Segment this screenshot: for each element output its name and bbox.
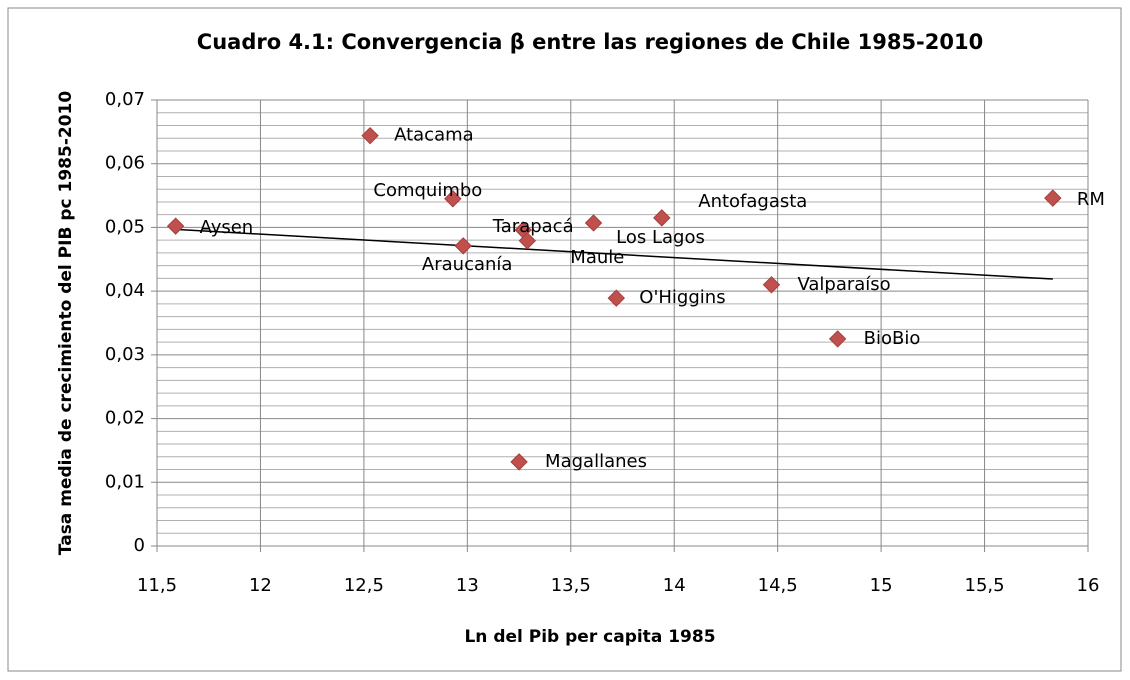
x-tick-label: 14,5 bbox=[758, 575, 798, 596]
point-label: Araucanía bbox=[422, 254, 513, 275]
chart-border bbox=[7, 7, 1122, 672]
point-label: Tarapacá bbox=[492, 216, 574, 237]
y-tick-label: 0 bbox=[134, 535, 145, 556]
y-tick-label: 0,04 bbox=[105, 280, 145, 301]
point bbox=[510, 453, 528, 471]
x-tick-label: 13 bbox=[456, 575, 479, 596]
y-tick-label: 0,07 bbox=[105, 89, 145, 110]
x-axis-label: Ln del Pib per capita 1985 bbox=[464, 627, 715, 647]
x-tick-label: 14 bbox=[663, 575, 686, 596]
point-label: BioBio bbox=[864, 328, 921, 349]
point bbox=[444, 190, 462, 208]
y-tick-label: 0,03 bbox=[105, 344, 145, 365]
point bbox=[166, 217, 185, 235]
chart-title: Cuadro 4.1: Convergencia β entre las reg… bbox=[197, 30, 983, 54]
y-tick-label: 0,06 bbox=[105, 153, 145, 174]
point-label: Comquimbo bbox=[373, 180, 482, 201]
point-label: RM bbox=[1077, 189, 1105, 210]
point-label: Magallanes bbox=[545, 451, 647, 472]
y-axis-label: Tasa media de crecimiento del PIB pc 198… bbox=[56, 91, 76, 556]
x-tick-label: 15 bbox=[870, 575, 893, 596]
x-tick-label: 15,5 bbox=[965, 575, 1005, 596]
x-tick-label: 13,5 bbox=[551, 575, 591, 596]
x-tick-label: 12 bbox=[249, 575, 272, 596]
point bbox=[584, 214, 603, 232]
point-label: O'Higgins bbox=[639, 287, 725, 308]
point bbox=[1044, 189, 1062, 207]
point bbox=[518, 232, 537, 250]
x-tick-label: 12,5 bbox=[344, 575, 384, 596]
y-tick-label: 0,02 bbox=[105, 408, 145, 429]
point bbox=[653, 209, 671, 227]
x-tick-label: 11,5 bbox=[137, 575, 177, 596]
point bbox=[361, 126, 379, 145]
point-label: Atacama bbox=[394, 125, 474, 146]
point-label: Valparaíso bbox=[797, 274, 890, 295]
point-label: Los Lagos bbox=[616, 227, 705, 248]
x-tick-label: 16 bbox=[1077, 575, 1100, 596]
point bbox=[762, 276, 781, 294]
trendline bbox=[175, 228, 1053, 280]
point bbox=[607, 289, 626, 307]
point bbox=[828, 330, 847, 348]
point bbox=[454, 237, 472, 255]
point-label: Maule bbox=[570, 247, 624, 268]
point-label: Aysen bbox=[200, 217, 254, 238]
y-tick-label: 0,01 bbox=[105, 471, 145, 492]
point-label: Antofagasta bbox=[698, 191, 807, 212]
y-tick-label: 0,05 bbox=[105, 216, 145, 237]
